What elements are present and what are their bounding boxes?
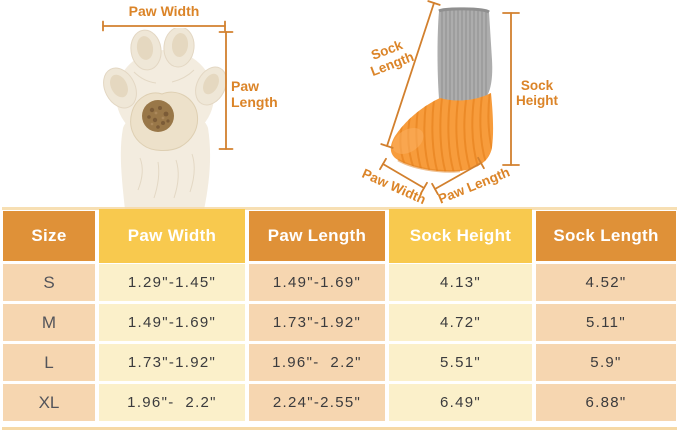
cell-l-paw-length: 1.96"- 2.2"	[249, 344, 385, 381]
cell-m-sock-length: 5.11"	[536, 304, 676, 341]
column-header-size: Size	[3, 211, 95, 261]
cell-xl-paw-width: 1.96"- 2.2"	[99, 384, 245, 421]
sock-illustration	[390, 7, 494, 173]
size-chart-table: Size Paw Width Paw Length Sock Height So…	[3, 209, 676, 421]
cell-l-sock-height: 5.51"	[389, 344, 532, 381]
size-cell-m: M	[3, 304, 95, 341]
sock-height-label: Sock Height	[516, 78, 558, 108]
cell-xl-sock-length: 6.88"	[536, 384, 676, 421]
column-header-paw-length: Paw Length	[249, 211, 385, 261]
paw-width-label: Paw Width	[128, 3, 200, 19]
column-header-sock-height: Sock Height	[389, 209, 532, 263]
table-top-border	[2, 207, 677, 210]
measurement-diagrams: Paw Width Paw Length Sock Length Sock He…	[0, 0, 679, 210]
paw-illustration	[103, 28, 227, 210]
paw-length-label: Paw Length	[231, 78, 278, 110]
cell-s-sock-length: 4.52"	[536, 264, 676, 301]
table-bottom-border	[2, 427, 677, 430]
cell-m-paw-length: 1.73"-1.92"	[249, 304, 385, 341]
cell-m-sock-height: 4.72"	[389, 304, 532, 341]
size-cell-s: S	[3, 264, 95, 301]
size-cell-l: L	[3, 344, 95, 381]
cell-xl-sock-height: 6.49"	[389, 384, 532, 421]
cell-l-paw-width: 1.73"-1.92"	[99, 344, 245, 381]
cell-xl-paw-length: 2.24"-2.55"	[249, 384, 385, 421]
cell-s-sock-height: 4.13"	[389, 264, 532, 301]
column-header-sock-length: Sock Length	[536, 211, 676, 261]
cell-l-sock-length: 5.9"	[536, 344, 676, 381]
size-cell-xl: XL	[3, 384, 95, 421]
cell-m-paw-width: 1.49"-1.69"	[99, 304, 245, 341]
cell-s-paw-width: 1.29"-1.45"	[99, 264, 245, 301]
cell-s-paw-length: 1.49"-1.69"	[249, 264, 385, 301]
column-header-paw-width: Paw Width	[99, 209, 245, 263]
